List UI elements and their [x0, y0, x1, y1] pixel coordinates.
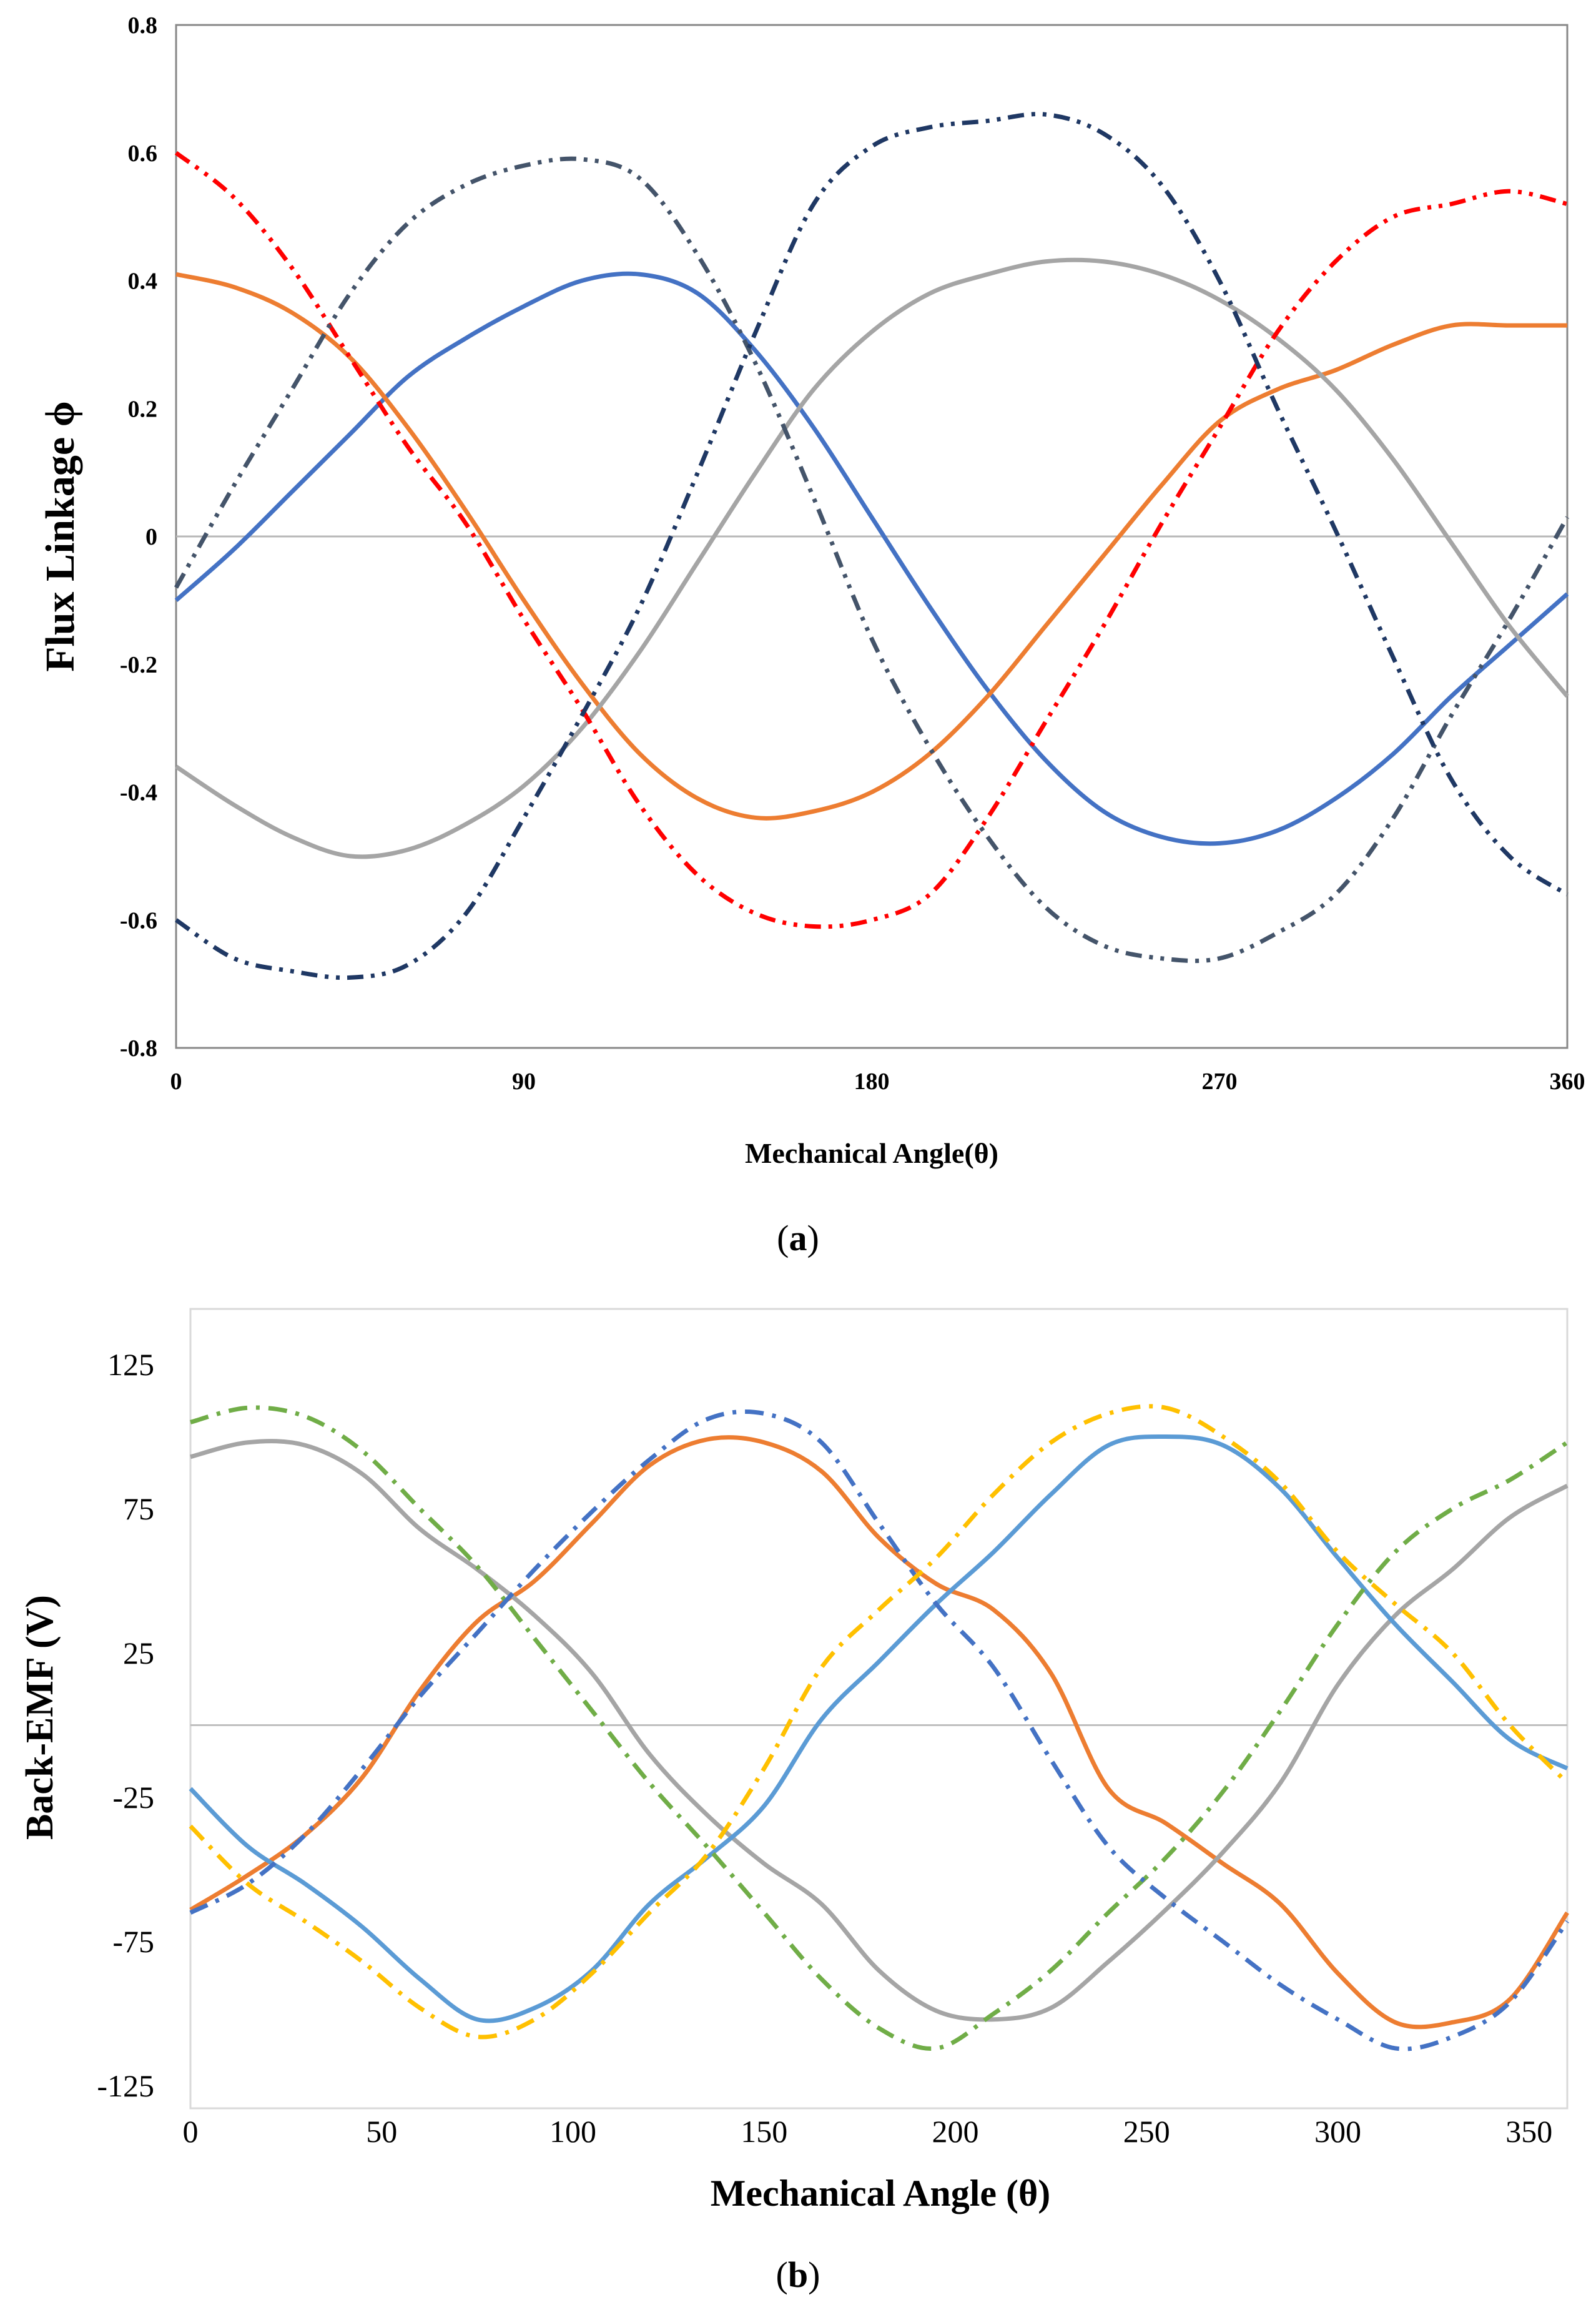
y-tick-label: -0.2 — [120, 652, 157, 678]
x-tick-label: 150 — [741, 2114, 787, 2149]
series-line-4 — [190, 1405, 1569, 2051]
x-tick-label: 50 — [366, 2114, 397, 2149]
x-tick-label: 250 — [1123, 2114, 1170, 2149]
y-tick-label: 25 — [123, 1636, 154, 1671]
series-line-2 — [175, 272, 1567, 821]
x-ticks: 0 90 180 270 360 — [170, 1069, 1585, 1095]
x-tick-label: 270 — [1202, 1069, 1238, 1095]
y-ticks: 0.8 0.6 0.4 0.2 0 -0.2 -0.4 -0.6 -0.8 — [120, 12, 157, 1062]
caption-b: (b) — [776, 2254, 820, 2295]
x-axis-title: Mechanical Angle(θ) — [745, 1137, 998, 1169]
x-tick-label: 90 — [512, 1069, 536, 1095]
x-tick-label: 0 — [183, 2114, 199, 2149]
caption-a: (a) — [777, 1218, 819, 1258]
y-tick-label: 0 — [145, 524, 157, 550]
y-tick-label: -0.8 — [120, 1035, 157, 1062]
series-line-1 — [189, 1435, 1569, 2030]
y-tick-label: -25 — [112, 1780, 154, 1815]
series-line-6 — [175, 112, 1569, 980]
series-line-1 — [174, 271, 1569, 846]
y-tick-label: -0.4 — [120, 780, 157, 806]
x-tick-label: 360 — [1550, 1069, 1585, 1095]
y-tick-label: 75 — [123, 1491, 154, 1526]
y-tick-label: -0.6 — [120, 907, 157, 934]
x-tick-label: 180 — [854, 1069, 890, 1095]
y-tick-label: 0.2 — [128, 396, 158, 422]
y-tick-label: 0.4 — [128, 269, 158, 295]
x-tick-label: 200 — [932, 2114, 979, 2149]
x-tick-label: 300 — [1314, 2114, 1361, 2149]
y-tick-label: 0.6 — [128, 141, 158, 167]
plot-area-frame — [189, 1308, 1569, 2110]
x-tick-label: 350 — [1505, 2114, 1552, 2149]
series-line-5 — [174, 156, 1570, 964]
y-axis-title: Flux Linkage ϕ — [37, 401, 83, 672]
y-tick-label: 0.8 — [128, 12, 158, 39]
series-line-2 — [190, 1439, 1569, 2022]
x-tick-label: 0 — [170, 1069, 182, 1095]
y-tick-label: 125 — [107, 1347, 154, 1382]
series-line-3 — [175, 257, 1569, 859]
series-line-4 — [174, 151, 1568, 929]
y-ticks: 125 75 25 -25 -75 -125 — [97, 1347, 154, 2103]
series-group — [174, 112, 1570, 980]
x-ticks: 0 50 100 150 200 250 300 350 — [183, 2114, 1553, 2149]
series-line-3 — [189, 1434, 1569, 2023]
x-axis-title: Mechanical Angle (θ) — [711, 2173, 1051, 2214]
y-tick-label: -75 — [112, 1924, 154, 1959]
x-tick-label: 100 — [549, 2114, 596, 2149]
series-line-6 — [189, 1404, 1569, 2040]
flux-linkage-chart: 0.8 0.6 0.4 0.2 0 -0.2 -0.4 -0.6 -0.8 0 90 180 270 3… — [37, 12, 1585, 1258]
y-tick-label: -125 — [97, 2068, 154, 2103]
series-group — [189, 1404, 1569, 2051]
y-axis-title: Back-EMF (V) — [19, 1595, 61, 1840]
